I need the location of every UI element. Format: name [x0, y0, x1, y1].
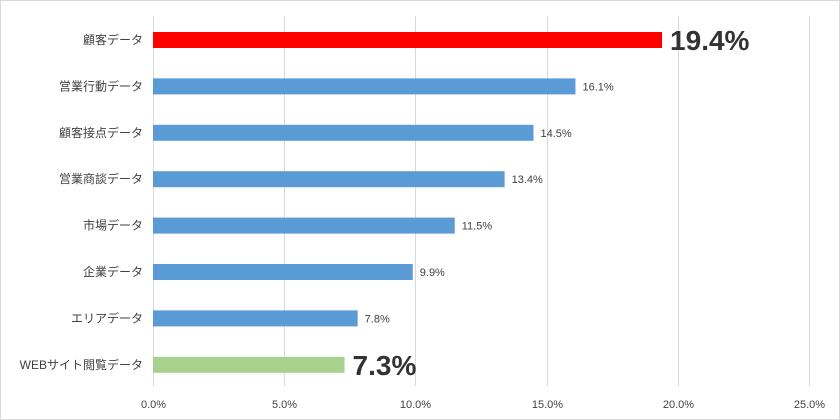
category-label: 顧客接点データ	[59, 125, 143, 140]
category-label: WEBサイト閲覧データ	[20, 357, 143, 372]
data-label-highlight: 19.4%	[670, 25, 749, 56]
data-label: 11.5%	[462, 221, 493, 233]
x-tick-label: 20.0%	[663, 399, 694, 411]
data-label: 7.8%	[365, 313, 390, 325]
data-label: 16.1%	[582, 81, 613, 93]
bar	[153, 264, 413, 280]
category-label: 市場データ	[83, 218, 143, 233]
gridlines	[153, 16, 810, 386]
data-label: 14.5%	[540, 128, 571, 140]
x-axis-tick-labels: 0.0% 5.0% 10.0% 15.0% 20.0% 25.0%	[141, 399, 825, 411]
category-label: 営業商談データ	[59, 171, 143, 186]
x-tick-label: 10.0%	[400, 399, 431, 411]
bar	[153, 78, 576, 95]
x-tick-label: 5.0%	[272, 399, 297, 411]
category-labels: 顧客データ営業行動データ顧客接点データ営業商談データ市場データ企業データエリアデ…	[20, 32, 143, 372]
x-tick-label: 0.0%	[141, 399, 166, 411]
category-label: 顧客データ	[83, 32, 143, 47]
data-labels: 19.4% 16.1% 14.5% 13.4% 11.5% 9.9% 7.8% 7.3%	[353, 25, 750, 381]
bars	[153, 32, 663, 373]
category-label: 営業行動データ	[59, 78, 143, 93]
bar	[153, 32, 663, 48]
bar	[153, 310, 358, 327]
x-tick-label: 25.0%	[794, 399, 825, 411]
bar	[153, 171, 505, 188]
bar	[153, 124, 534, 141]
bar	[153, 217, 455, 234]
category-label: エリアデータ	[71, 310, 143, 325]
data-label: 9.9%	[420, 267, 445, 279]
x-tick-label: 15.0%	[532, 399, 563, 411]
category-label: 企業データ	[83, 264, 143, 279]
data-label: 13.4%	[512, 174, 543, 186]
data-label-highlight: 7.3%	[353, 350, 417, 381]
bar	[153, 356, 345, 373]
